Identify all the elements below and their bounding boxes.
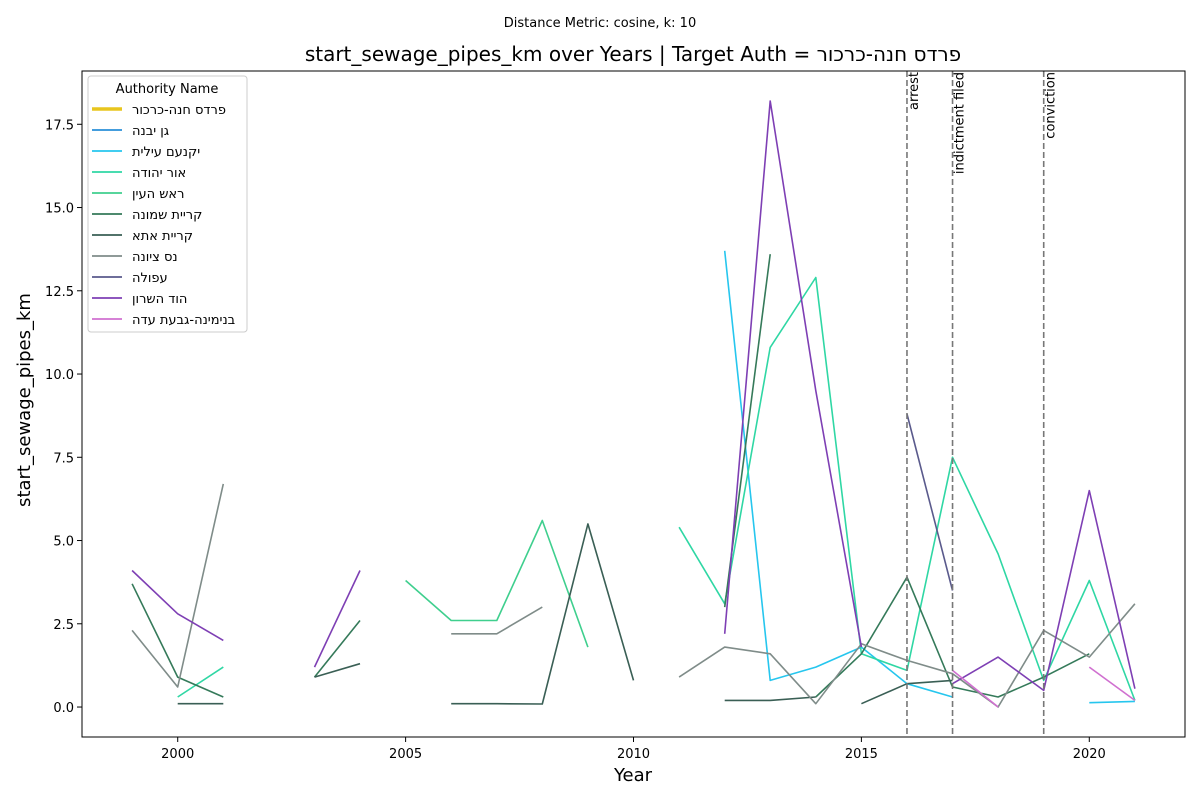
series-line-7 xyxy=(451,606,543,635)
series-line-3 xyxy=(177,666,224,698)
x-tick-label: 2000 xyxy=(161,747,194,762)
event-label-1: indictment filed xyxy=(953,72,968,174)
y-axis-label: start_sewage_pipes_km xyxy=(14,293,35,507)
plot-frame xyxy=(81,70,1186,738)
legend-entry-10: בנימינה-גבעת עדה xyxy=(132,313,235,328)
series-line-6 xyxy=(314,662,361,678)
series-line-7 xyxy=(131,483,225,688)
series-line-5 xyxy=(131,583,224,698)
x-axis-label: Year xyxy=(613,765,653,786)
legend-box xyxy=(87,75,248,333)
legend-entry-4: ראש העין xyxy=(132,187,184,202)
series-line-9 xyxy=(723,100,863,648)
y-tick-label: 10.0 xyxy=(45,368,74,383)
y-tick-label: 7.5 xyxy=(53,451,74,466)
legend-entry-5: קריית שמונה xyxy=(132,208,202,223)
series-line-6 xyxy=(724,696,816,702)
chart-suptitle: Distance Metric: cosine, k: 10 xyxy=(504,16,696,31)
x-tick-label: 2020 xyxy=(1073,747,1106,762)
chart-title: start_sewage_pipes_km over Years | Targe… xyxy=(305,42,961,66)
y-tick-label: 15.0 xyxy=(45,202,74,217)
legend-entry-3: אור יהודה xyxy=(132,166,186,181)
legend-entry-6: קריית אתא xyxy=(132,229,193,244)
series-line-9 xyxy=(952,489,1136,692)
series-line-10 xyxy=(1088,666,1136,702)
event-label-0: arrest xyxy=(907,72,922,110)
y-tick-label: 2.5 xyxy=(53,618,74,633)
y-tick-label: 0.0 xyxy=(53,701,74,716)
series-line-9 xyxy=(313,570,361,668)
y-tick-label: 17.5 xyxy=(45,118,74,133)
event-markers: arrest indictment filed conviction xyxy=(906,71,1059,737)
x-tick-label: 2015 xyxy=(845,747,878,762)
y-axis-ticks: 0.0 2.5 5.0 7.5 10.0 12.5 15.0 17.5 xyxy=(45,118,82,716)
event-label-2: conviction xyxy=(1044,72,1059,139)
legend-entry-2: יקנעם עילית xyxy=(132,145,200,160)
series-line-6 xyxy=(451,523,635,705)
x-axis-ticks: 2000 2005 2010 2015 2020 xyxy=(161,737,1106,762)
legend: Authority Name פרדס חנה-כרכור גן יבנה יקנע… xyxy=(87,75,248,333)
series-line-9 xyxy=(131,569,224,642)
legend-title: Authority Name xyxy=(116,82,219,97)
legend-entry-9: הוד השרון xyxy=(132,292,187,307)
x-tick-label: 2005 xyxy=(389,747,422,762)
series-line-10 xyxy=(951,669,999,708)
series-line-5 xyxy=(313,619,361,678)
legend-entry-0: פרדס חנה-כרכור xyxy=(132,103,226,118)
x-tick-label: 2010 xyxy=(617,747,650,762)
series-line-2 xyxy=(723,250,953,698)
series-line-7 xyxy=(678,603,1136,708)
plot-area xyxy=(131,100,1136,708)
legend-entry-8: עפולה xyxy=(132,271,168,286)
series-line-8 xyxy=(906,413,954,591)
legend-entry-7: נס ציונה xyxy=(132,250,178,265)
series-line-2 xyxy=(1089,700,1135,704)
y-tick-label: 12.5 xyxy=(45,285,74,300)
legend-entry-1: גן יבנה xyxy=(132,124,169,139)
y-tick-label: 5.0 xyxy=(53,535,74,550)
series-line-4 xyxy=(405,519,589,648)
